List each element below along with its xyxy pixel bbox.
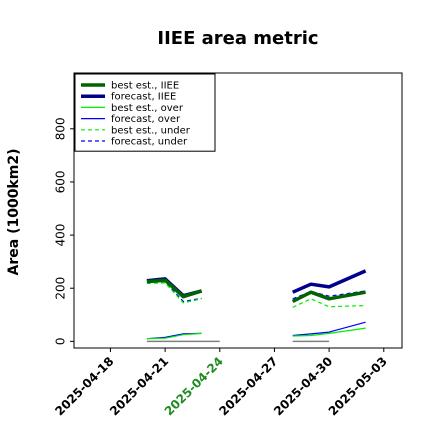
- series-line-best-est-under-0: [146, 282, 202, 304]
- series-line-forecast-over-1: [292, 321, 366, 337]
- plot-area: [73, 72, 403, 349]
- x-tick-label: 2025-05-03: [326, 354, 390, 418]
- y-axis-label: Area (1000km2): [6, 149, 22, 276]
- chart-title: IIEE area metric: [157, 28, 318, 49]
- series-best-est-over: [146, 327, 366, 340]
- series-line-best-est-under-1: [292, 298, 366, 308]
- legend-label-forecast-iiee: forecast, IIEE: [111, 92, 176, 103]
- series-line-forecast-iiee-1: [291, 269, 367, 294]
- series-line-best-est-over-1: [292, 327, 366, 337]
- series-lines: [146, 269, 367, 340]
- y-tick-label: 400: [54, 224, 68, 247]
- series-line-best-est-over-0: [146, 332, 202, 340]
- y-tick-label: 200: [54, 277, 68, 300]
- y-tick-label: 600: [54, 170, 68, 193]
- legend-label-best-est-iiee: best est., IIEE: [111, 81, 179, 92]
- legend-label-best-est-under: best est., under: [111, 125, 191, 136]
- y-tick-label: 0: [54, 338, 68, 346]
- legend-label-forecast-over: forecast, over: [111, 114, 181, 125]
- y-tick-label: 800: [54, 117, 68, 140]
- axes-frame: [73, 72, 403, 349]
- series-line-best-est-iiee-1: [291, 290, 366, 304]
- y-axis: 0 200 400 600 800: [54, 117, 74, 346]
- x-axis: 2025-04-182025-04-212025-04-242025-04-27…: [52, 348, 390, 418]
- series-line-best-est-iiee-0: [146, 278, 203, 299]
- legend-label-forecast-under: forecast, under: [111, 137, 188, 148]
- series-best-est-under: [146, 282, 366, 308]
- series-forecast-over: [146, 321, 366, 340]
- legend-box: [74, 73, 216, 152]
- legend-label-best-est-over: best est., over: [111, 103, 184, 114]
- series-best-est-iiee: [146, 278, 366, 304]
